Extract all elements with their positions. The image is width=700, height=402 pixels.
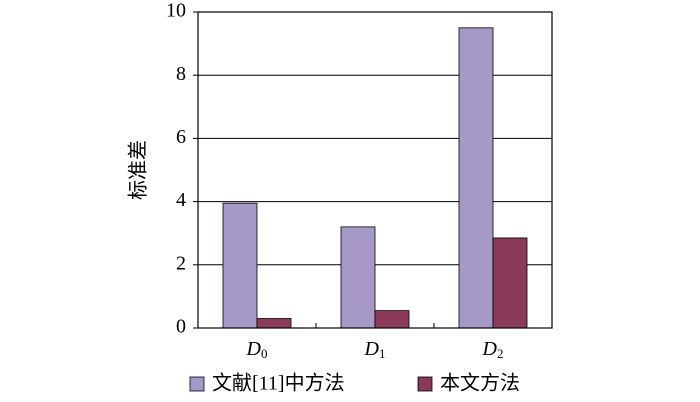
y-tick-label: 8 [176,63,186,85]
y-tick-label: 6 [176,126,186,148]
x-tick-label: D2 [482,338,504,361]
legend-label: 本文方法 [440,372,520,395]
x-tick-label: D0 [246,338,268,361]
legend-swatch [189,376,205,392]
plot-frame [197,11,553,329]
legend-swatch [417,376,433,392]
bar [374,310,410,329]
y-tick-label: 4 [176,189,186,211]
legend-label: 文献[11]中方法 [212,372,345,395]
y-tick-label: 10 [166,0,186,22]
bar [492,237,528,329]
y-tick-label: 0 [176,316,186,338]
bar [256,318,292,329]
bar [222,202,258,329]
bar [458,27,494,329]
y-tick-label: 2 [176,252,186,274]
y-axis-label: 标准差 [127,140,150,200]
x-tick-label: D1 [364,338,386,361]
bar [340,226,376,329]
